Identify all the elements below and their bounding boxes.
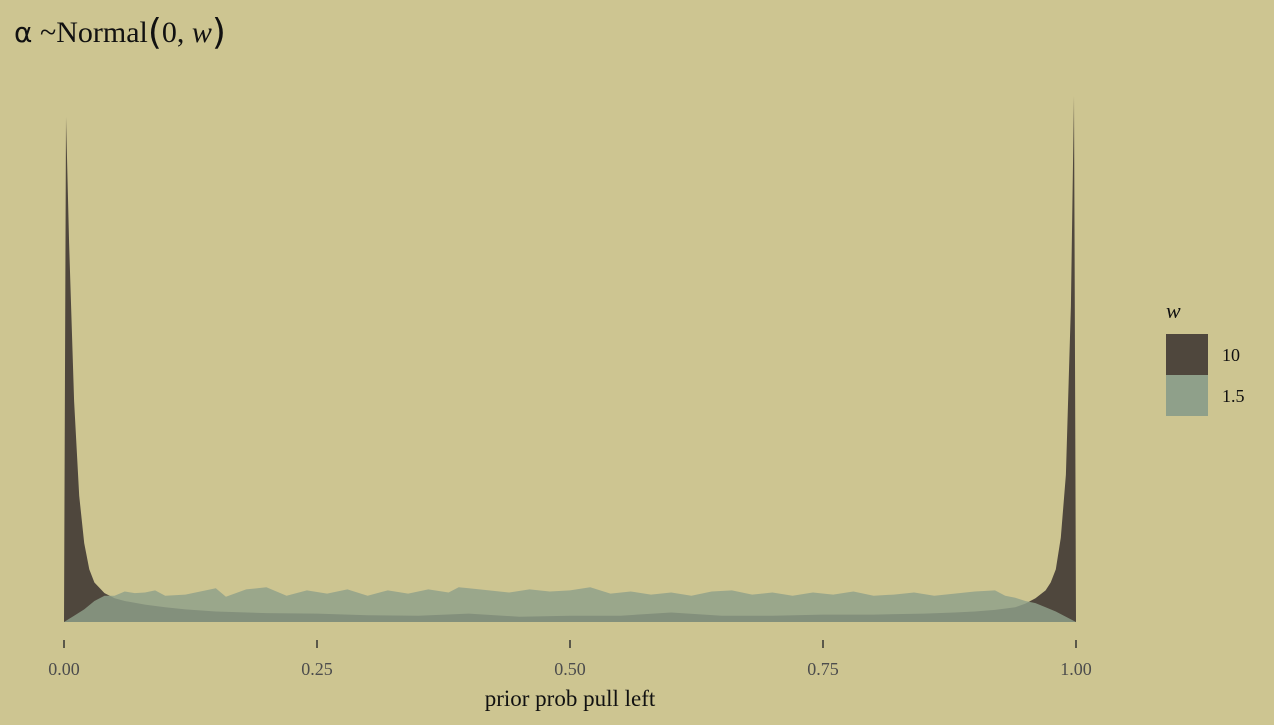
title-open-paren: ( bbox=[147, 12, 162, 53]
title-args: 0, bbox=[161, 16, 192, 49]
x-tick-label: 1.00 bbox=[1060, 659, 1092, 679]
title-close-paren: ) bbox=[211, 12, 226, 53]
legend-title: w bbox=[1166, 298, 1181, 323]
series-layer bbox=[64, 96, 1076, 622]
x-axis: 0.00 0.25 0.50 0.75 1.00 bbox=[48, 640, 1092, 679]
density-area-w-1-5 bbox=[64, 587, 1076, 622]
legend-label: 10 bbox=[1222, 345, 1240, 365]
density-area-w-10 bbox=[64, 96, 1076, 622]
legend-swatch bbox=[1166, 334, 1208, 375]
title-distribution: ~Normal bbox=[39, 16, 148, 49]
title-variable: w bbox=[191, 16, 212, 49]
legend-swatch bbox=[1166, 375, 1208, 416]
x-tick-label: 0.50 bbox=[554, 659, 586, 679]
x-tick-label: 0.75 bbox=[807, 659, 839, 679]
title-symbol: α bbox=[14, 16, 33, 49]
legend: w 10 1.5 bbox=[1166, 298, 1245, 416]
legend-label: 1.5 bbox=[1222, 386, 1245, 406]
x-tick-label: 0.25 bbox=[301, 659, 333, 679]
x-tick-label: 0.00 bbox=[48, 659, 80, 679]
x-axis-title: prior prob pull left bbox=[485, 686, 656, 711]
chart-title: α ~Normal(0, w) bbox=[14, 12, 226, 53]
